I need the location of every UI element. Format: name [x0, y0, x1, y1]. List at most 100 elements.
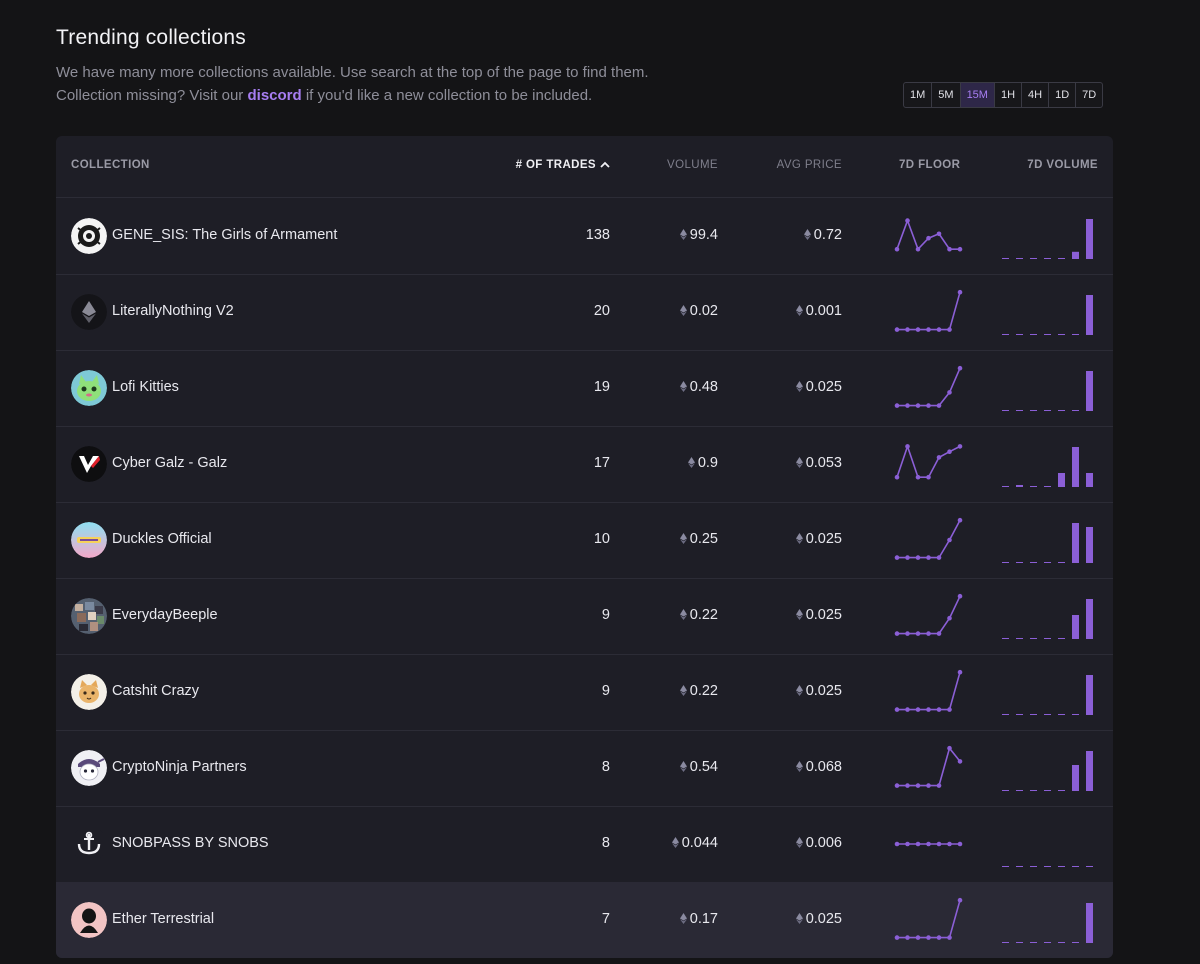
volume-bar-3 — [1044, 638, 1051, 639]
volume-bar-4 — [1058, 942, 1065, 943]
volume-bar-6 — [1086, 295, 1093, 335]
collection-name[interactable]: Cyber Galz - Galz — [112, 455, 228, 471]
volume-bar-6 — [1086, 599, 1093, 639]
table-row[interactable]: Duckles Official 10 0.25 0.025 — [56, 502, 1113, 579]
eth-icon — [679, 609, 687, 620]
volume-amount: 0.17 — [689, 911, 718, 927]
volume-bar-1 — [1016, 485, 1023, 487]
volume-bar-5 — [1072, 866, 1079, 867]
eth-icon — [671, 837, 679, 848]
collection-name[interactable]: EverydayBeeple — [112, 607, 218, 623]
collection-name[interactable]: CryptoNinja Partners — [112, 759, 247, 775]
volume-bar-2 — [1030, 942, 1037, 943]
volume-bar-2 — [1030, 410, 1037, 411]
table-row[interactable]: GENE_SIS: The Girls of Armament 138 99.4 0.… — [56, 198, 1113, 275]
trades-count: 10 — [593, 531, 610, 547]
volume-value: 0.22 — [679, 683, 718, 699]
table-row[interactable]: Cyber Galz - Galz 17 0.9 0.053 — [56, 426, 1113, 503]
floor-point-0 — [894, 403, 900, 408]
table-row[interactable]: Ether Terrestrial 7 0.17 0.025 — [56, 882, 1113, 958]
timeframe-4h[interactable]: 4H — [1022, 83, 1050, 107]
floor-point-1 — [905, 444, 910, 449]
floor-point-0 — [894, 327, 900, 332]
floor-point-6 — [957, 365, 963, 371]
volume-value: 0.48 — [679, 379, 718, 395]
volume-bar-2 — [1030, 258, 1037, 259]
collection-name[interactable]: LiterallyNothing V2 — [112, 303, 234, 319]
volume-bar-4 — [1058, 638, 1065, 639]
column-header-volume[interactable]: VOLUME — [667, 159, 718, 171]
floor-point-0 — [894, 631, 900, 636]
table-header: COLLECTION # OF TRADES VOLUME AVG PRICE … — [56, 136, 1113, 198]
floor-point-2 — [915, 474, 921, 480]
volume-bar-4 — [1058, 714, 1065, 715]
trades-count: 7 — [601, 911, 610, 927]
collection-name[interactable]: Duckles Official — [112, 531, 212, 547]
trades-count: 20 — [593, 303, 610, 319]
eth-icon — [803, 229, 811, 240]
floor-point-6 — [957, 593, 963, 599]
column-header-avg-price[interactable]: AVG PRICE — [776, 159, 842, 171]
discord-link[interactable]: discord — [247, 87, 302, 104]
timeframe-1h[interactable]: 1H — [995, 83, 1023, 107]
timeframe-7d[interactable]: 7D — [1082, 89, 1097, 101]
collection-name[interactable]: GENE_SIS: The Girls of Armament — [112, 227, 338, 243]
table-row[interactable]: Lofi Kitties 19 0.48 0.025 — [56, 350, 1113, 427]
floor-point-3 — [926, 783, 931, 788]
timeframe-5m[interactable]: 5M — [932, 83, 961, 107]
eth-icon — [795, 837, 803, 848]
volume-bar-0 — [1002, 258, 1009, 259]
table-row[interactable]: LiterallyNothing V2 20 0.02 0.001 — [56, 274, 1113, 351]
floor-point-5 — [947, 707, 952, 712]
timeframe-1d[interactable]: 1D — [1049, 83, 1077, 107]
floor-sparkline — [894, 218, 963, 252]
eth-icon — [679, 533, 687, 544]
trades-count: 17 — [593, 455, 610, 471]
volume-bar-5 — [1072, 523, 1079, 563]
table-row[interactable]: EverydayBeeple 9 0.22 0.025 — [56, 578, 1113, 655]
volume-bar-4 — [1058, 473, 1065, 487]
avg-price-amount: 0.001 — [805, 303, 842, 319]
trades-count: 19 — [593, 379, 610, 395]
volume-value: 0.044 — [671, 835, 718, 851]
avg-price-value: 0.025 — [795, 911, 842, 927]
volume-amount: 0.22 — [689, 607, 718, 623]
floor-point-2 — [915, 555, 921, 560]
volume-bars — [1002, 523, 1093, 563]
duckles-avatar — [71, 522, 107, 558]
floor-point-6 — [957, 669, 963, 675]
floor-point-0 — [894, 841, 900, 847]
column-header-trades[interactable]: # OF TRADES — [516, 159, 610, 171]
table-row[interactable]: SNOBPASS BY SNOBS 8 0.044 0.006 — [56, 806, 1113, 883]
floor-sparkline — [894, 517, 963, 560]
snobpass-avatar — [71, 826, 107, 862]
volume-bar-0 — [1002, 638, 1009, 639]
floor-point-4 — [936, 631, 942, 636]
eth-icon — [679, 305, 687, 316]
volume-bar-6 — [1086, 371, 1093, 411]
timeframe-15m[interactable]: 15M — [960, 83, 995, 107]
table-row[interactable]: Catshit Crazy 9 0.22 0.025 — [56, 654, 1113, 731]
collection-name[interactable]: Catshit Crazy — [112, 683, 200, 699]
table-row[interactable]: CryptoNinja Partners 8 0.54 0.068 — [56, 730, 1113, 807]
volume-amount: 0.25 — [689, 531, 718, 547]
ethereum-avatar — [71, 294, 107, 330]
volume-bars — [1002, 599, 1093, 639]
avg-price-value: 0.72 — [803, 227, 842, 243]
floor-line — [897, 367, 961, 407]
timeframe-1m[interactable]: 1M — [904, 83, 933, 107]
collection-name[interactable]: SNOBPASS BY SNOBS — [112, 835, 269, 851]
floor-point-2 — [915, 246, 921, 252]
volume-bar-3 — [1044, 866, 1051, 867]
collection-name[interactable]: Ether Terrestrial — [112, 911, 215, 927]
collection-name[interactable]: Lofi Kitties — [112, 379, 179, 395]
volume-bars — [1002, 675, 1093, 715]
eth-icon — [795, 381, 803, 392]
volume-value: 0.9 — [687, 455, 718, 471]
trades-count: 138 — [585, 227, 610, 243]
avg-price-value: 0.053 — [795, 455, 842, 471]
floor-point-6 — [957, 289, 963, 295]
volume-bar-6 — [1086, 866, 1093, 867]
floor-point-1 — [905, 783, 910, 788]
floor-point-1 — [905, 707, 910, 712]
